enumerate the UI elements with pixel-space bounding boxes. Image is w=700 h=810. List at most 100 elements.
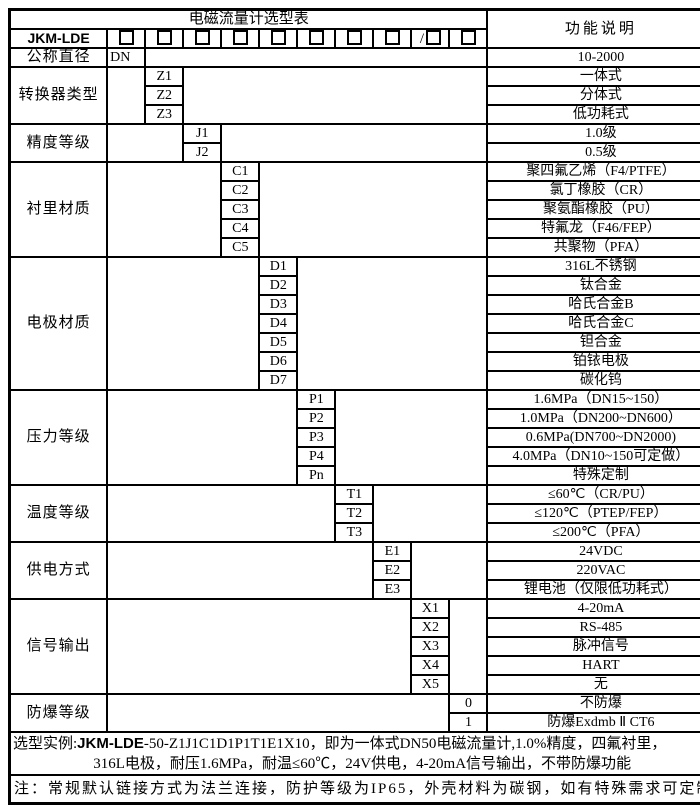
option-code: T2 bbox=[334, 503, 375, 524]
option-code: D4 bbox=[258, 313, 299, 334]
spacer-cell bbox=[106, 484, 337, 543]
option-code: C2 bbox=[220, 180, 261, 201]
category-label: 精度等级 bbox=[8, 123, 109, 163]
spacer-cell bbox=[410, 541, 489, 600]
option-description: 不防爆 bbox=[486, 693, 700, 714]
option-code: C4 bbox=[220, 218, 261, 239]
option-code: D6 bbox=[258, 351, 299, 372]
example-line2: 316L电极，耐压1.6MPa，耐温≤60℃，24V供电，4-20mA信号输出，… bbox=[93, 755, 632, 772]
model-code-box-cell bbox=[106, 27, 147, 49]
option-description: 24VDC bbox=[486, 541, 700, 562]
category-label: 电极材质 bbox=[8, 256, 109, 391]
option-code: P4 bbox=[296, 446, 337, 467]
spacer-cell bbox=[258, 161, 489, 258]
model-checkbox[interactable] bbox=[308, 30, 324, 45]
option-code: X4 bbox=[410, 655, 451, 676]
option-code: E3 bbox=[372, 579, 413, 600]
model-code-box-cell bbox=[144, 27, 185, 49]
spacer-cell bbox=[372, 484, 489, 543]
option-description: 特氟龙（F46/FEP） bbox=[486, 218, 700, 239]
category-label: 衬里材质 bbox=[8, 161, 109, 258]
model-checkbox[interactable] bbox=[426, 30, 442, 45]
option-description: 聚氨酯橡胶（PU） bbox=[486, 199, 700, 220]
option-code: T3 bbox=[334, 522, 375, 543]
model-checkbox[interactable] bbox=[194, 30, 210, 45]
option-code: C3 bbox=[220, 199, 261, 220]
category-label: 防爆等级 bbox=[8, 693, 109, 733]
spacer-cell bbox=[144, 47, 489, 68]
function-column-header: 功能说明 bbox=[486, 8, 700, 49]
category-label: 温度等级 bbox=[8, 484, 109, 543]
option-description: 碳化钨 bbox=[486, 370, 700, 391]
option-code: Z3 bbox=[144, 104, 185, 125]
option-code: E1 bbox=[372, 541, 413, 562]
model-code-box-cell bbox=[220, 27, 261, 49]
model-code-box-cell: / bbox=[410, 27, 451, 49]
option-description: 钽合金 bbox=[486, 332, 700, 353]
option-code: P2 bbox=[296, 408, 337, 429]
option-description: 1.6MPa（DN15~150） bbox=[486, 389, 700, 410]
option-description: 氯丁橡胶（CR） bbox=[486, 180, 700, 201]
option-code: D3 bbox=[258, 294, 299, 315]
spacer-cell bbox=[334, 389, 489, 486]
option-code: X3 bbox=[410, 636, 451, 657]
option-description: 4.0MPa（DN10~150可定做） bbox=[486, 446, 700, 467]
spacer-cell bbox=[106, 598, 413, 695]
model-checkbox[interactable] bbox=[118, 30, 134, 45]
model-checkbox[interactable] bbox=[346, 30, 362, 45]
option-code: X5 bbox=[410, 674, 451, 695]
category-label: 转换器类型 bbox=[8, 66, 109, 125]
model-checkbox[interactable] bbox=[384, 30, 400, 45]
option-description: 锂电池（仅限低功耗式） bbox=[486, 579, 700, 600]
model-checkbox[interactable] bbox=[232, 30, 248, 45]
option-code: D2 bbox=[258, 275, 299, 296]
category-label: 信号输出 bbox=[8, 598, 109, 695]
option-code: 1 bbox=[448, 712, 489, 733]
option-description: 无 bbox=[486, 674, 700, 695]
model-prefix: JKM-LDE bbox=[8, 27, 109, 49]
model-code-box-cell bbox=[334, 27, 375, 49]
option-code: P1 bbox=[296, 389, 337, 410]
model-checkbox[interactable] bbox=[270, 30, 286, 45]
spacer-cell bbox=[296, 256, 489, 391]
option-description: 铂铱电极 bbox=[486, 351, 700, 372]
option-code: D1 bbox=[258, 256, 299, 277]
example-model-code: JKM-LDE bbox=[77, 734, 144, 752]
model-checkbox[interactable] bbox=[460, 30, 476, 45]
option-description: 分体式 bbox=[486, 85, 700, 106]
option-description: ≤60℃（CR/PU） bbox=[486, 484, 700, 505]
model-checkbox[interactable] bbox=[156, 30, 172, 45]
spacer-cell bbox=[106, 693, 451, 733]
option-description: 防爆Exdmb Ⅱ CT6 bbox=[486, 712, 700, 733]
spacer-cell bbox=[220, 123, 489, 163]
option-description: 0.5级 bbox=[486, 142, 700, 163]
option-code: D7 bbox=[258, 370, 299, 391]
table-title: 电磁流量计选型表 bbox=[8, 8, 489, 30]
category-label: 公称直径 bbox=[8, 47, 109, 68]
spacer-cell bbox=[106, 256, 261, 391]
selection-example: 选型实例:JKM-LDE-50-Z1J1C1D1P1T1E1X10，即为一体式D… bbox=[8, 731, 700, 776]
model-code-box-cell bbox=[296, 27, 337, 49]
option-code: J2 bbox=[182, 142, 223, 163]
option-description: 0.6MPa(DN700~DN2000) bbox=[486, 427, 700, 448]
slash-mark: / bbox=[419, 30, 425, 47]
example-line1-text: -50-Z1J1C1D1P1T1E1X10，即为一体式DN50电磁流量计,1.0… bbox=[143, 735, 667, 752]
option-code: J1 bbox=[182, 123, 223, 144]
option-description: 哈氏合金B bbox=[486, 294, 700, 315]
option-description: RS-485 bbox=[486, 617, 700, 638]
option-description: 1.0级 bbox=[486, 123, 700, 144]
option-code: C1 bbox=[220, 161, 261, 182]
option-description: 特殊定制 bbox=[486, 465, 700, 486]
option-description: ≤200℃（PFA） bbox=[486, 522, 700, 543]
option-code: DN bbox=[106, 47, 147, 68]
example-line1: 选型实例:JKM-LDE-50-Z1J1C1D1P1T1E1X10，即为一体式D… bbox=[12, 734, 700, 754]
option-description: 共聚物（PFA） bbox=[486, 237, 700, 258]
option-description: 220VAC bbox=[486, 560, 700, 581]
option-description: 316L不锈钢 bbox=[486, 256, 700, 277]
model-code-box-cell bbox=[448, 27, 489, 49]
option-description: 10-2000 bbox=[486, 47, 700, 68]
option-description: 聚四氟乙烯（F4/PTFE） bbox=[486, 161, 700, 182]
option-code: P3 bbox=[296, 427, 337, 448]
option-description: 低功耗式 bbox=[486, 104, 700, 125]
option-description: HART bbox=[486, 655, 700, 676]
